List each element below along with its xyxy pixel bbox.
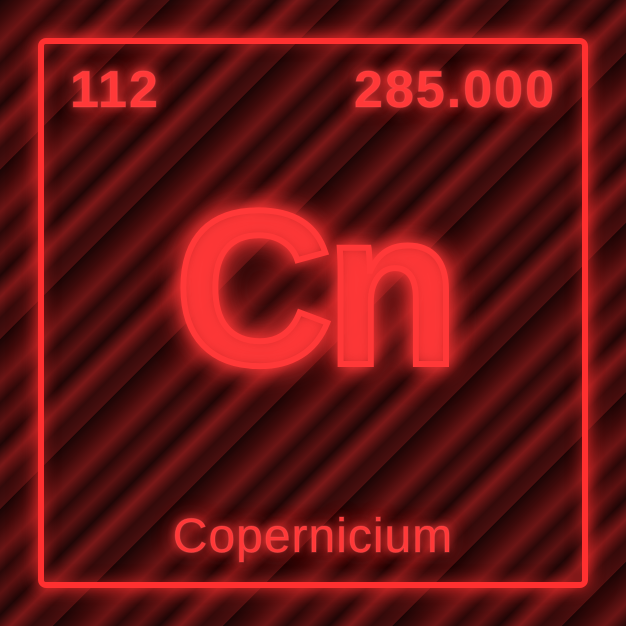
atomic-number: 112 (70, 60, 160, 120)
periodic-element-tile: 112 285.000 Cn Copernicium (0, 0, 626, 626)
atomic-mass: 285.000 (354, 60, 556, 120)
element-symbol: Cn (174, 178, 451, 398)
element-name: Copernicium (173, 509, 453, 564)
